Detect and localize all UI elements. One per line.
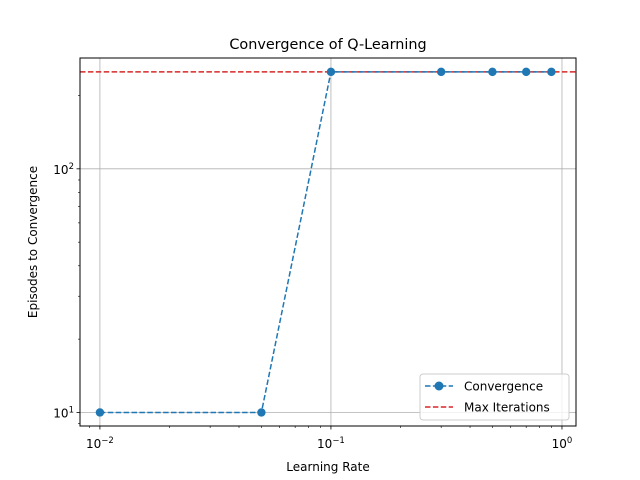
convergence-point [522,68,530,76]
convergence-point [488,68,496,76]
legend-convergence-marker [435,382,444,391]
convergence-point [327,68,335,76]
chart-title: Convergence of Q-Learning [229,37,426,53]
x-axis-label: Learning Rate [286,460,369,474]
legend-max-iterations-label: Max Iterations [464,401,550,415]
convergence-point [437,68,445,76]
legend-convergence-label: Convergence [464,380,543,394]
convergence-point [547,68,555,76]
convergence-point [96,408,104,416]
convergence-point [257,408,265,416]
legend: Convergence Max Iterations [420,374,569,420]
y-axis-label: Episodes to Convergence [26,166,40,318]
